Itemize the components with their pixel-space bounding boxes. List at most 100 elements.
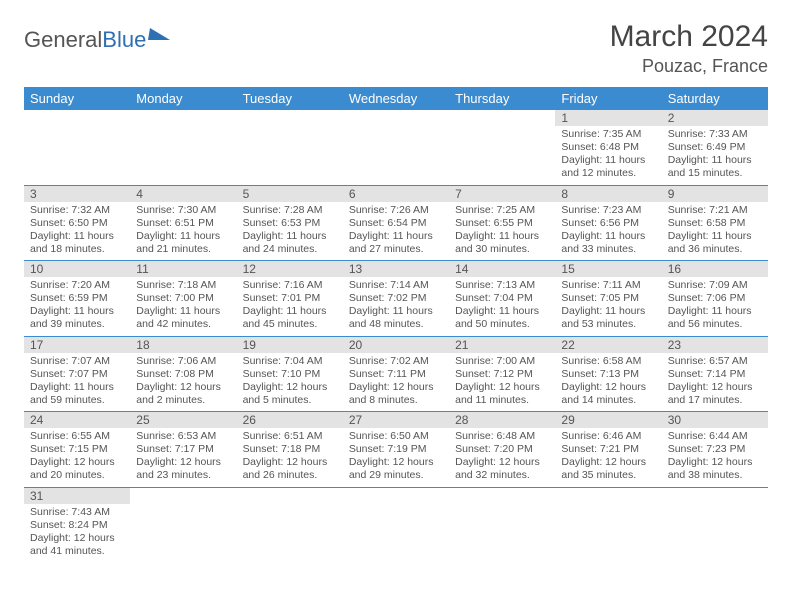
- logo-word1: General: [24, 27, 102, 53]
- empty-cell: [449, 487, 555, 562]
- day-number: 10: [24, 261, 130, 277]
- day-info: Sunrise: 7:21 AMSunset: 6:58 PMDaylight:…: [662, 202, 768, 261]
- day-info: Sunrise: 7:18 AMSunset: 7:00 PMDaylight:…: [130, 277, 236, 336]
- empty-cell: [343, 487, 449, 562]
- day-number: 26: [237, 412, 343, 428]
- dow-sunday: Sunday: [24, 87, 130, 110]
- day-number: 28: [449, 412, 555, 428]
- day-info: Sunrise: 6:57 AMSunset: 7:14 PMDaylight:…: [662, 353, 768, 412]
- day-cell: 7Sunrise: 7:25 AMSunset: 6:55 PMDaylight…: [449, 185, 555, 261]
- title-block: March 2024 Pouzac, France: [610, 20, 768, 77]
- day-info: Sunrise: 7:25 AMSunset: 6:55 PMDaylight:…: [449, 202, 555, 261]
- day-info: Sunrise: 7:07 AMSunset: 7:07 PMDaylight:…: [24, 353, 130, 412]
- day-info: Sunrise: 7:00 AMSunset: 7:12 PMDaylight:…: [449, 353, 555, 412]
- day-cell: 2Sunrise: 7:33 AMSunset: 6:49 PMDaylight…: [662, 110, 768, 185]
- day-number: 7: [449, 186, 555, 202]
- logo-word2: Blue: [102, 27, 146, 53]
- day-cell: 15Sunrise: 7:11 AMSunset: 7:05 PMDayligh…: [555, 261, 661, 337]
- day-cell: 18Sunrise: 7:06 AMSunset: 7:08 PMDayligh…: [130, 336, 236, 412]
- calendar-row: 31Sunrise: 7:43 AMSunset: 8:24 PMDayligh…: [24, 487, 768, 562]
- day-info: Sunrise: 6:44 AMSunset: 7:23 PMDaylight:…: [662, 428, 768, 487]
- day-number: 19: [237, 337, 343, 353]
- empty-cell: [237, 487, 343, 562]
- day-info: Sunrise: 7:30 AMSunset: 6:51 PMDaylight:…: [130, 202, 236, 261]
- day-info: Sunrise: 7:02 AMSunset: 7:11 PMDaylight:…: [343, 353, 449, 412]
- location: Pouzac, France: [610, 56, 768, 77]
- day-cell: 17Sunrise: 7:07 AMSunset: 7:07 PMDayligh…: [24, 336, 130, 412]
- day-number: 9: [662, 186, 768, 202]
- day-info: Sunrise: 7:16 AMSunset: 7:01 PMDaylight:…: [237, 277, 343, 336]
- day-info: Sunrise: 7:11 AMSunset: 7:05 PMDaylight:…: [555, 277, 661, 336]
- day-number: 24: [24, 412, 130, 428]
- dow-saturday: Saturday: [662, 87, 768, 110]
- day-number: 27: [343, 412, 449, 428]
- day-cell: 28Sunrise: 6:48 AMSunset: 7:20 PMDayligh…: [449, 412, 555, 488]
- day-info: Sunrise: 7:14 AMSunset: 7:02 PMDaylight:…: [343, 277, 449, 336]
- dow-monday: Monday: [130, 87, 236, 110]
- dow-wednesday: Wednesday: [343, 87, 449, 110]
- calendar-row: 3Sunrise: 7:32 AMSunset: 6:50 PMDaylight…: [24, 185, 768, 261]
- day-info: Sunrise: 7:09 AMSunset: 7:06 PMDaylight:…: [662, 277, 768, 336]
- day-cell: 31Sunrise: 7:43 AMSunset: 8:24 PMDayligh…: [24, 487, 130, 562]
- dow-friday: Friday: [555, 87, 661, 110]
- day-info: Sunrise: 6:48 AMSunset: 7:20 PMDaylight:…: [449, 428, 555, 487]
- day-cell: 24Sunrise: 6:55 AMSunset: 7:15 PMDayligh…: [24, 412, 130, 488]
- day-cell: 16Sunrise: 7:09 AMSunset: 7:06 PMDayligh…: [662, 261, 768, 337]
- calendar-row: 24Sunrise: 6:55 AMSunset: 7:15 PMDayligh…: [24, 412, 768, 488]
- day-number: 14: [449, 261, 555, 277]
- empty-cell: [130, 110, 236, 185]
- calendar-row: 1Sunrise: 7:35 AMSunset: 6:48 PMDaylight…: [24, 110, 768, 185]
- day-cell: 12Sunrise: 7:16 AMSunset: 7:01 PMDayligh…: [237, 261, 343, 337]
- day-cell: 6Sunrise: 7:26 AMSunset: 6:54 PMDaylight…: [343, 185, 449, 261]
- empty-cell: [662, 487, 768, 562]
- dow-row: Sunday Monday Tuesday Wednesday Thursday…: [24, 87, 768, 110]
- day-info: Sunrise: 7:26 AMSunset: 6:54 PMDaylight:…: [343, 202, 449, 261]
- day-cell: 9Sunrise: 7:21 AMSunset: 6:58 PMDaylight…: [662, 185, 768, 261]
- day-number: 16: [662, 261, 768, 277]
- day-cell: 4Sunrise: 7:30 AMSunset: 6:51 PMDaylight…: [130, 185, 236, 261]
- day-number: 31: [24, 488, 130, 504]
- day-cell: 22Sunrise: 6:58 AMSunset: 7:13 PMDayligh…: [555, 336, 661, 412]
- day-cell: 25Sunrise: 6:53 AMSunset: 7:17 PMDayligh…: [130, 412, 236, 488]
- day-cell: 26Sunrise: 6:51 AMSunset: 7:18 PMDayligh…: [237, 412, 343, 488]
- day-info: Sunrise: 6:55 AMSunset: 7:15 PMDaylight:…: [24, 428, 130, 487]
- day-cell: 10Sunrise: 7:20 AMSunset: 6:59 PMDayligh…: [24, 261, 130, 337]
- day-info: Sunrise: 7:13 AMSunset: 7:04 PMDaylight:…: [449, 277, 555, 336]
- day-number: 8: [555, 186, 661, 202]
- dow-tuesday: Tuesday: [237, 87, 343, 110]
- empty-cell: [237, 110, 343, 185]
- day-number: 15: [555, 261, 661, 277]
- day-cell: 30Sunrise: 6:44 AMSunset: 7:23 PMDayligh…: [662, 412, 768, 488]
- day-cell: 27Sunrise: 6:50 AMSunset: 7:19 PMDayligh…: [343, 412, 449, 488]
- day-number: 3: [24, 186, 130, 202]
- day-info: Sunrise: 7:35 AMSunset: 6:48 PMDaylight:…: [555, 126, 661, 185]
- day-cell: 1Sunrise: 7:35 AMSunset: 6:48 PMDaylight…: [555, 110, 661, 185]
- day-number: 11: [130, 261, 236, 277]
- day-info: Sunrise: 6:46 AMSunset: 7:21 PMDaylight:…: [555, 428, 661, 487]
- day-number: 25: [130, 412, 236, 428]
- day-number: 5: [237, 186, 343, 202]
- day-number: 1: [555, 110, 661, 126]
- day-info: Sunrise: 6:58 AMSunset: 7:13 PMDaylight:…: [555, 353, 661, 412]
- day-number: 13: [343, 261, 449, 277]
- day-number: 20: [343, 337, 449, 353]
- day-number: 4: [130, 186, 236, 202]
- day-number: 23: [662, 337, 768, 353]
- empty-cell: [449, 110, 555, 185]
- day-info: Sunrise: 7:06 AMSunset: 7:08 PMDaylight:…: [130, 353, 236, 412]
- logo: GeneralBlue: [24, 26, 172, 53]
- day-cell: 21Sunrise: 7:00 AMSunset: 7:12 PMDayligh…: [449, 336, 555, 412]
- day-info: Sunrise: 7:28 AMSunset: 6:53 PMDaylight:…: [237, 202, 343, 261]
- empty-cell: [24, 110, 130, 185]
- day-cell: 20Sunrise: 7:02 AMSunset: 7:11 PMDayligh…: [343, 336, 449, 412]
- day-info: Sunrise: 7:43 AMSunset: 8:24 PMDaylight:…: [24, 504, 130, 563]
- day-info: Sunrise: 6:53 AMSunset: 7:17 PMDaylight:…: [130, 428, 236, 487]
- calendar-table: Sunday Monday Tuesday Wednesday Thursday…: [24, 87, 768, 562]
- calendar-row: 17Sunrise: 7:07 AMSunset: 7:07 PMDayligh…: [24, 336, 768, 412]
- day-cell: 3Sunrise: 7:32 AMSunset: 6:50 PMDaylight…: [24, 185, 130, 261]
- empty-cell: [130, 487, 236, 562]
- day-cell: 23Sunrise: 6:57 AMSunset: 7:14 PMDayligh…: [662, 336, 768, 412]
- day-number: 12: [237, 261, 343, 277]
- day-cell: 19Sunrise: 7:04 AMSunset: 7:10 PMDayligh…: [237, 336, 343, 412]
- day-cell: 13Sunrise: 7:14 AMSunset: 7:02 PMDayligh…: [343, 261, 449, 337]
